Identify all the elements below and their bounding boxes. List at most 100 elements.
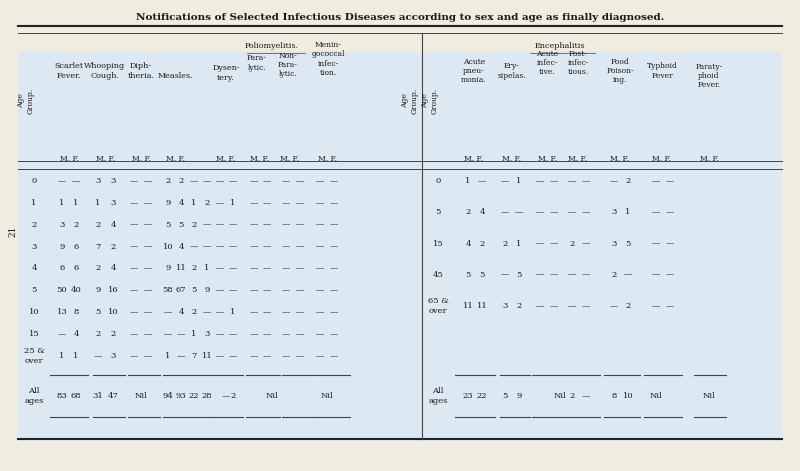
Text: —: — bbox=[316, 308, 324, 316]
Text: —: — bbox=[282, 352, 290, 360]
Text: 31: 31 bbox=[93, 392, 103, 400]
Text: —: — bbox=[144, 308, 152, 316]
Text: —: — bbox=[263, 243, 271, 251]
Text: 2: 2 bbox=[570, 239, 574, 247]
Text: 45: 45 bbox=[433, 271, 443, 279]
Text: 2: 2 bbox=[626, 177, 630, 185]
Text: —: — bbox=[144, 352, 152, 360]
Text: 11: 11 bbox=[477, 302, 487, 310]
Text: —: — bbox=[130, 221, 138, 229]
Text: —: — bbox=[263, 286, 271, 294]
Text: 5: 5 bbox=[191, 286, 197, 294]
Text: 3: 3 bbox=[110, 199, 116, 207]
Text: —: — bbox=[316, 221, 324, 229]
Text: 93: 93 bbox=[176, 392, 186, 400]
Text: —: — bbox=[316, 177, 324, 185]
Text: 1: 1 bbox=[626, 208, 630, 216]
Text: Acute
infec-
tive.: Acute infec- tive. bbox=[536, 50, 558, 76]
Text: Whooping
Cough.: Whooping Cough. bbox=[85, 62, 126, 80]
Text: —: — bbox=[203, 308, 211, 316]
Text: —: — bbox=[550, 208, 558, 216]
Text: 2: 2 bbox=[191, 265, 197, 273]
Text: —: — bbox=[144, 243, 152, 251]
Text: —: — bbox=[316, 352, 324, 360]
Text: —: — bbox=[652, 239, 660, 247]
Text: 0: 0 bbox=[435, 177, 441, 185]
Text: 1: 1 bbox=[31, 199, 37, 207]
Text: 1: 1 bbox=[516, 177, 522, 185]
Text: 4: 4 bbox=[466, 239, 470, 247]
Text: —: — bbox=[263, 221, 271, 229]
Text: —: — bbox=[282, 308, 290, 316]
Text: —: — bbox=[330, 199, 338, 207]
Text: 2: 2 bbox=[626, 302, 630, 310]
Text: Nil: Nil bbox=[702, 392, 715, 400]
Text: —: — bbox=[144, 286, 152, 294]
Text: —: — bbox=[536, 177, 544, 185]
Text: —: — bbox=[296, 330, 304, 338]
Text: 2: 2 bbox=[466, 208, 470, 216]
Text: —: — bbox=[130, 265, 138, 273]
Text: Paraty-
phoid
Fever.: Paraty- phoid Fever. bbox=[695, 63, 722, 89]
Text: M. F.: M. F. bbox=[465, 155, 483, 163]
Text: Acute
pneu-
monia.: Acute pneu- monia. bbox=[461, 58, 487, 84]
Text: —: — bbox=[203, 177, 211, 185]
Text: 8: 8 bbox=[74, 308, 78, 316]
Text: —: — bbox=[250, 352, 258, 360]
Text: —: — bbox=[316, 286, 324, 294]
Text: M. F.: M. F. bbox=[131, 155, 150, 163]
Text: 3: 3 bbox=[110, 177, 116, 185]
Text: —: — bbox=[229, 286, 237, 294]
Text: 28: 28 bbox=[202, 392, 212, 400]
Text: —: — bbox=[582, 239, 590, 247]
Text: 5: 5 bbox=[435, 208, 441, 216]
Text: —: — bbox=[216, 352, 224, 360]
Text: 15: 15 bbox=[29, 330, 39, 338]
Text: 4: 4 bbox=[178, 308, 184, 316]
Text: 1: 1 bbox=[59, 352, 65, 360]
Text: 5: 5 bbox=[166, 221, 170, 229]
Text: M. F.: M. F. bbox=[217, 155, 235, 163]
Text: —: — bbox=[330, 286, 338, 294]
Text: —: — bbox=[316, 330, 324, 338]
Text: —: — bbox=[250, 265, 258, 273]
Text: —: — bbox=[582, 208, 590, 216]
Text: 2: 2 bbox=[611, 271, 617, 279]
Text: 2: 2 bbox=[95, 221, 101, 229]
Text: —: — bbox=[250, 177, 258, 185]
Text: —: — bbox=[250, 221, 258, 229]
Text: —: — bbox=[130, 330, 138, 338]
Bar bbox=[18, 51, 782, 441]
Text: Dysen-
tery.: Dysen- tery. bbox=[212, 65, 240, 81]
Text: 1: 1 bbox=[516, 239, 522, 247]
Text: Poliomyelitis.: Poliomyelitis. bbox=[245, 42, 299, 50]
Text: —: — bbox=[550, 239, 558, 247]
Text: —: — bbox=[144, 265, 152, 273]
Text: —: — bbox=[263, 352, 271, 360]
Text: —: — bbox=[58, 330, 66, 338]
Text: 9: 9 bbox=[95, 286, 101, 294]
Text: 50: 50 bbox=[57, 286, 67, 294]
Text: —: — bbox=[296, 286, 304, 294]
Text: Ery-
sipelas.: Ery- sipelas. bbox=[498, 62, 526, 80]
Text: —: — bbox=[296, 199, 304, 207]
Text: 25 &
over: 25 & over bbox=[24, 348, 44, 365]
Text: Age
Group.: Age Group. bbox=[422, 88, 438, 114]
Text: —: — bbox=[144, 221, 152, 229]
Text: 3: 3 bbox=[110, 352, 116, 360]
Text: 5: 5 bbox=[178, 221, 184, 229]
Text: M. F.: M. F. bbox=[318, 155, 337, 163]
Text: —: — bbox=[263, 330, 271, 338]
Text: —: — bbox=[250, 308, 258, 316]
Text: —: — bbox=[330, 265, 338, 273]
Text: 2: 2 bbox=[110, 330, 116, 338]
Text: —: — bbox=[263, 177, 271, 185]
Text: 2: 2 bbox=[204, 199, 210, 207]
Text: —: — bbox=[536, 302, 544, 310]
Text: 11: 11 bbox=[202, 352, 212, 360]
Text: M. F.: M. F. bbox=[166, 155, 185, 163]
Text: 2: 2 bbox=[95, 265, 101, 273]
Text: —: — bbox=[666, 239, 674, 247]
Text: 8: 8 bbox=[611, 392, 617, 400]
Text: Diph-
theria.: Diph- theria. bbox=[127, 62, 154, 80]
